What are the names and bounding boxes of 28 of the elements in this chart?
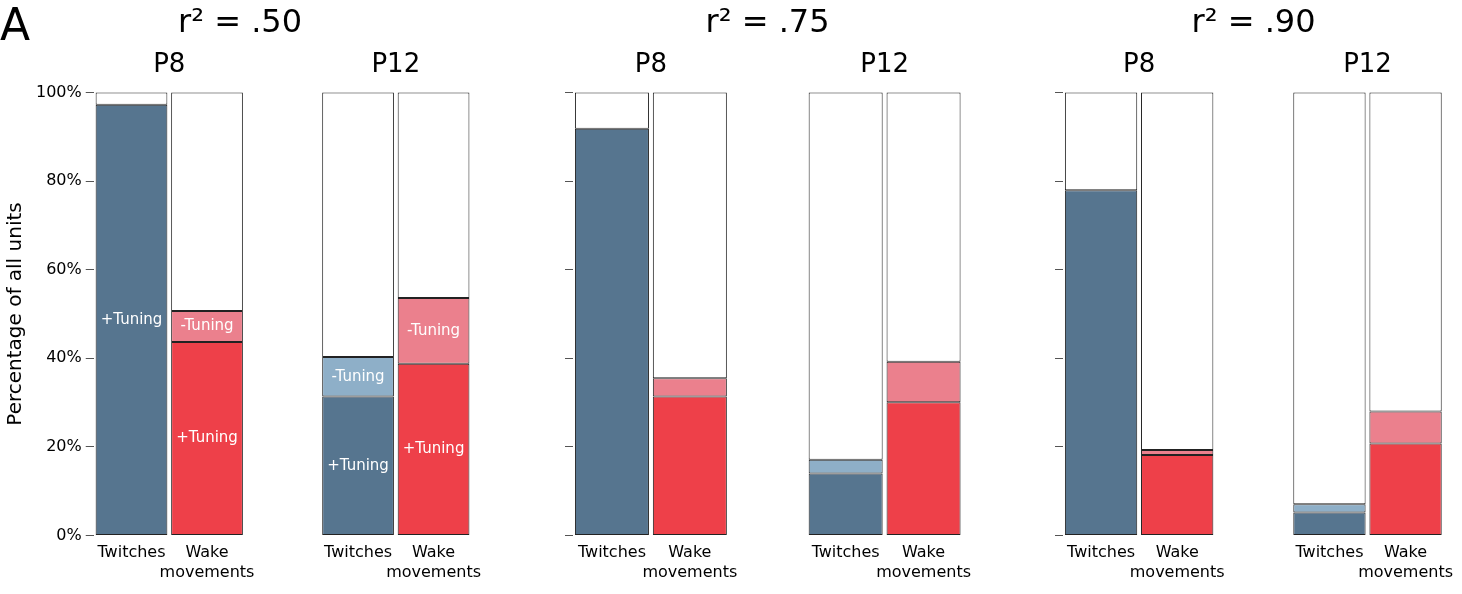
- x-tick-label: Twitches: [323, 542, 393, 562]
- x-tick-label: Twitches: [1294, 542, 1364, 562]
- chart-title: r² = .90: [1191, 1, 1316, 40]
- text: P12: [371, 48, 421, 79]
- series-label: +Tuning: [327, 455, 389, 474]
- text: P8: [1123, 48, 1156, 79]
- text: -Tuning: [331, 366, 385, 385]
- y-tick-label: 40%: [46, 347, 82, 367]
- text: A: [0, 0, 31, 50]
- text: P12: [860, 48, 909, 79]
- text: +Tuning: [402, 439, 465, 458]
- y-axis-title: Percentage of all units: [2, 202, 27, 426]
- y-tick-label: 60%: [46, 258, 82, 278]
- chart-title: r² = .50: [177, 1, 303, 40]
- text: P12: [1343, 48, 1392, 79]
- text: +Tuning: [100, 309, 163, 328]
- text: P8: [634, 48, 668, 79]
- y-tick-label: 100%: [35, 81, 82, 101]
- x-tick-label: Twitches: [1066, 542, 1136, 562]
- text: -Tuning: [407, 320, 461, 339]
- series-label: -Tuning: [180, 316, 234, 335]
- text: P8: [153, 48, 186, 79]
- chart-title: r² = .75: [705, 1, 830, 40]
- y-tick-label: 0%: [56, 524, 82, 544]
- y-tick-label: 80%: [46, 170, 82, 190]
- y-tick-label: 20%: [46, 436, 82, 456]
- text: +Tuning: [176, 428, 238, 447]
- x-tick-label: Twitches: [96, 542, 166, 562]
